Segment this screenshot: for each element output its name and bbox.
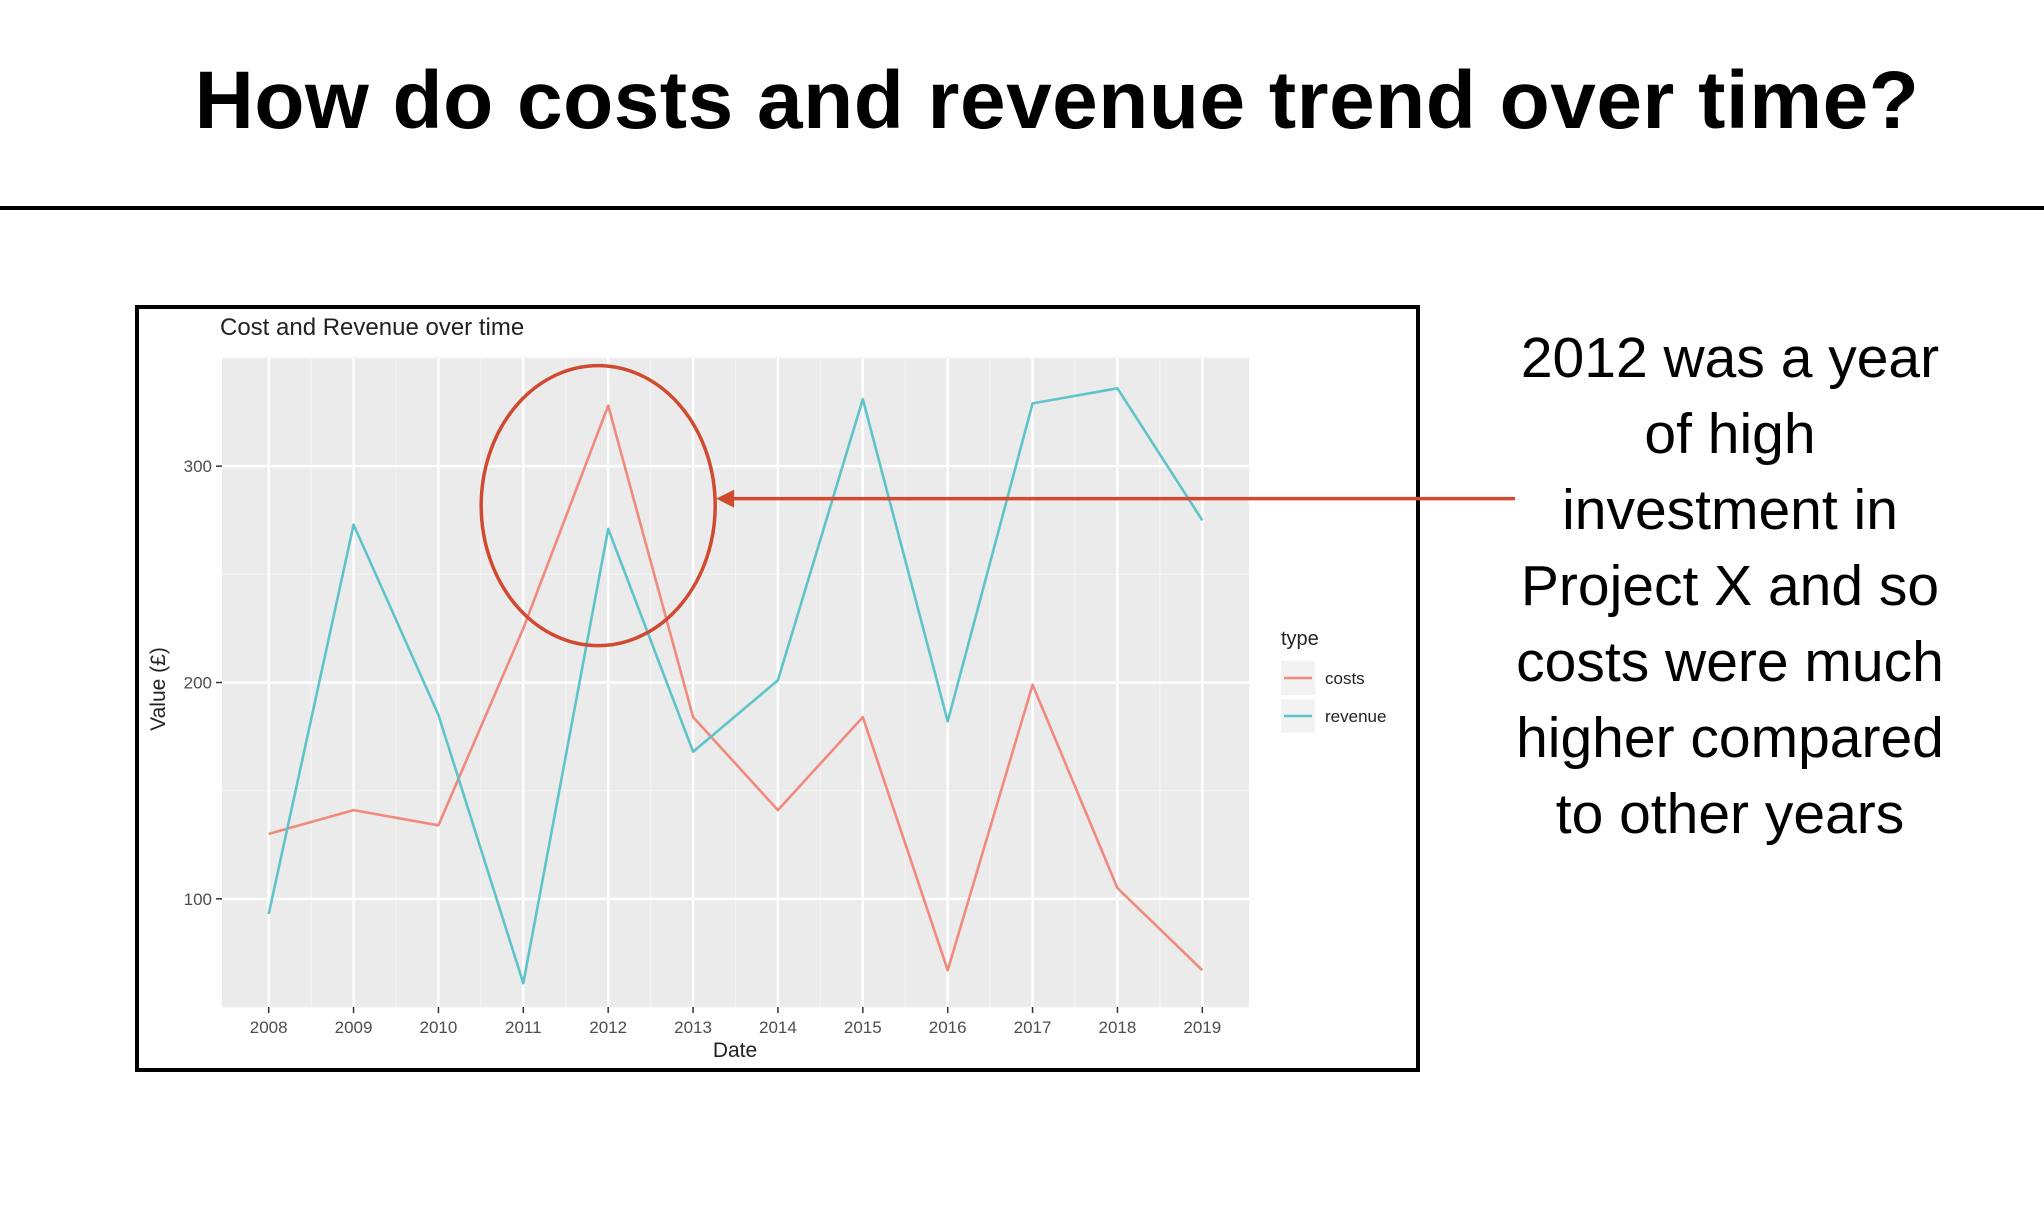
- legend-label-revenue: revenue: [1325, 707, 1386, 726]
- title-divider: [0, 206, 2044, 210]
- x-tick-label: 2015: [844, 1018, 882, 1037]
- x-tick-label: 2014: [759, 1018, 797, 1037]
- legend-label-costs: costs: [1325, 669, 1365, 688]
- axes: 2008 2009 2010 2011 2012 2013 2014 2015 2016 2017…: [184, 457, 1222, 1037]
- x-tick-label: 2009: [335, 1018, 373, 1037]
- chart-title: Cost and Revenue over time: [220, 314, 524, 341]
- line-chart: Cost and Revenue over time 2008 2009 2010 2…: [147, 314, 1386, 1062]
- x-tick-label: 2018: [1099, 1018, 1137, 1037]
- y-tick-label: 300: [184, 457, 212, 476]
- y-axis-label: Value (£): [147, 647, 170, 731]
- y-tick-label: 100: [184, 890, 212, 909]
- series-line-costs: [268, 404, 1204, 972]
- y-tick-label: 200: [184, 674, 212, 693]
- x-tick-label: 2019: [1183, 1018, 1221, 1037]
- x-tick-label: 2017: [1014, 1018, 1052, 1037]
- slide-title: How do costs and revenue trend over time…: [194, 55, 1920, 146]
- x-tick-label: 2011: [505, 1018, 542, 1037]
- x-tick-label: 2012: [589, 1018, 627, 1037]
- callout-text: 2012 was a year of high investment in Pr…: [1516, 326, 1944, 846]
- x-tick-label: 2016: [929, 1018, 967, 1037]
- x-tick-label: 2008: [250, 1018, 288, 1037]
- legend-title: type: [1281, 628, 1319, 650]
- x-tick-label: 2013: [674, 1018, 712, 1037]
- chart-frame: Cost and Revenue over time 2008 2009 2010 2…: [135, 305, 1420, 1072]
- plot-area: [222, 357, 1249, 1008]
- series-line-revenue: [267, 387, 1204, 985]
- x-axis-label: Date: [713, 1039, 757, 1062]
- legend: type costs revenue: [1281, 628, 1386, 733]
- x-tick-label: 2010: [420, 1018, 458, 1037]
